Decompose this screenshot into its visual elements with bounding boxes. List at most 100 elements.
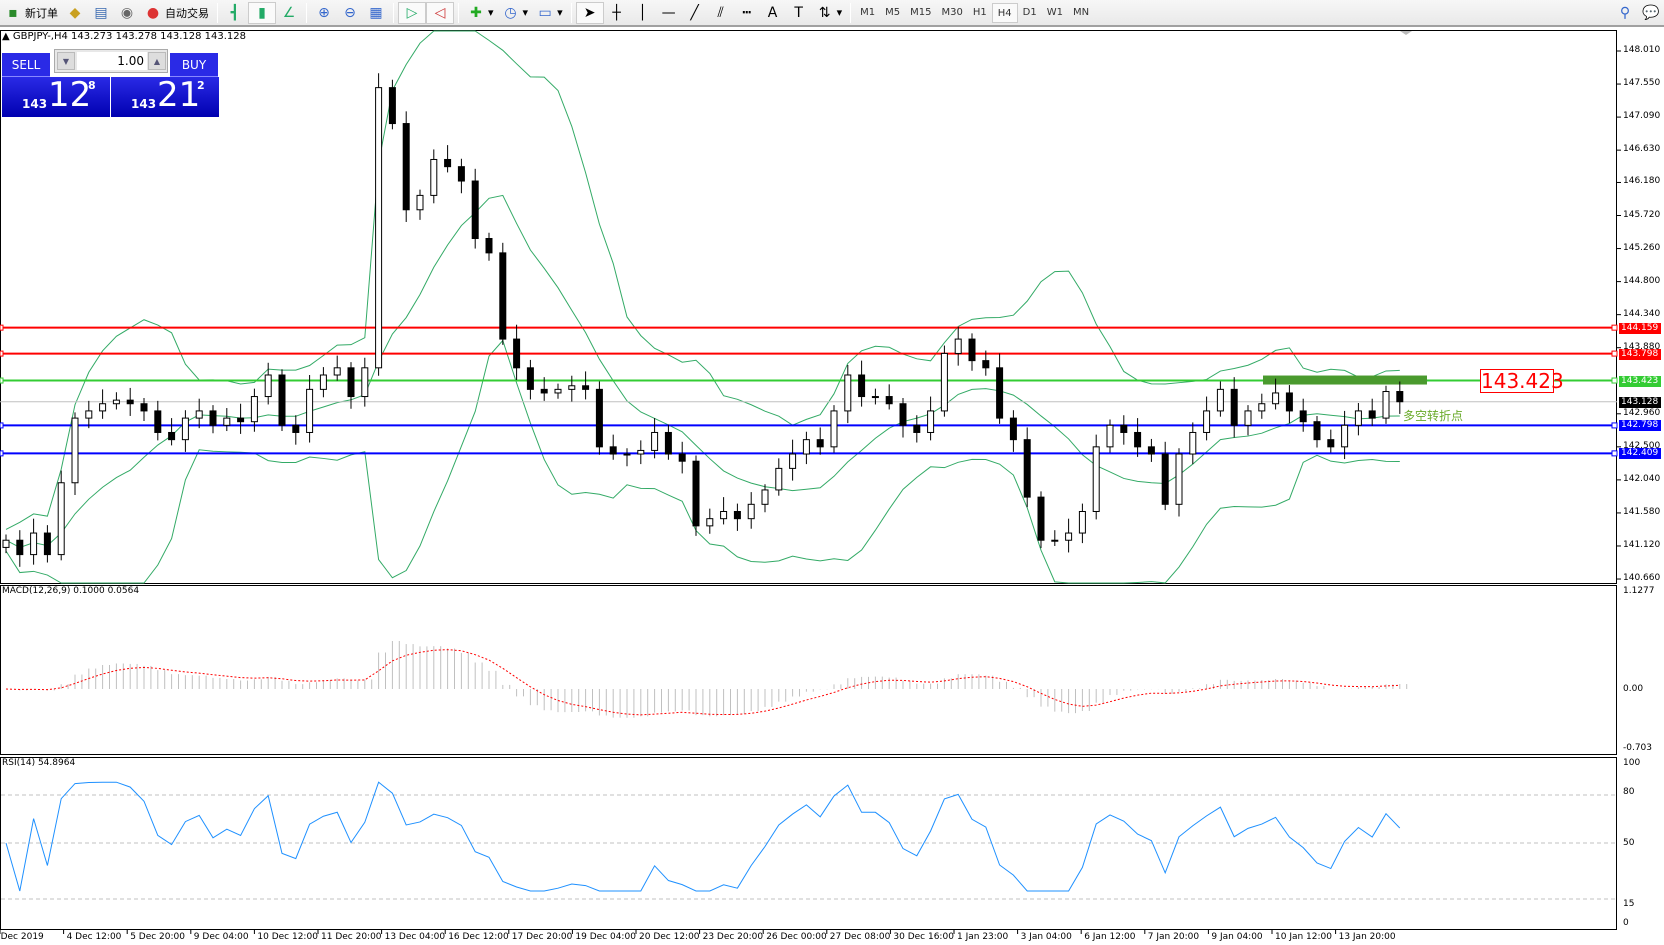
timeframe-mn[interactable]: MN (1072, 6, 1090, 18)
level-price-tag[interactable]: 142.798 (1619, 420, 1661, 432)
bull-candle (747, 503, 755, 520)
bull-candle (954, 338, 962, 354)
bull-candle (568, 385, 576, 390)
channel-button[interactable]: ⫽ (708, 2, 734, 24)
level-price-tag[interactable]: 144.159 (1619, 322, 1661, 334)
trendline-button[interactable]: ╱ (682, 2, 708, 24)
chart-area[interactable] (0, 29, 1664, 945)
timeframe-w1[interactable]: W1 (1046, 6, 1063, 18)
time-axis-label: 26 Dec 00:00 (766, 932, 827, 942)
pivot-annotation[interactable]: 多空转折点 (1403, 409, 1464, 423)
bear-candle (1037, 496, 1045, 541)
bear-candle (209, 410, 217, 426)
lot-decrease-button[interactable]: ▼ (57, 52, 75, 70)
lot-input[interactable]: 1.00 (77, 52, 147, 70)
time-axis-label: 13 Dec 04:00 (384, 932, 446, 942)
chart-shift-button[interactable]: ◁ (426, 1, 454, 24)
text-label-button[interactable]: T (786, 2, 812, 24)
auto-trading-button[interactable]: ● 自动交易 (140, 2, 213, 24)
bear-candle (347, 367, 355, 398)
text-button[interactable]: A (760, 2, 786, 24)
buy-price[interactable]: 143 21 2 (111, 75, 219, 117)
price-axis-label: 141.580 (1623, 506, 1661, 517)
rsi-axis-label: 15 (1623, 899, 1635, 909)
bear-candle (595, 388, 603, 448)
bear-candle (513, 338, 521, 369)
sell-price[interactable]: 143 12 8 (2, 75, 110, 117)
zoom-in-button[interactable]: ⊕ (311, 2, 337, 24)
toolbar-separator (458, 2, 459, 23)
level-handle (0, 377, 4, 384)
search-icon: ⚲ (1619, 4, 1631, 21)
timeframe-m30[interactable]: M30 (941, 6, 963, 18)
level-handle (1611, 350, 1618, 357)
search-button[interactable]: ⚲ (1612, 2, 1638, 24)
macd-axis-label: -0.703 (1623, 743, 1653, 753)
rsi-axis-label: 100 (1623, 758, 1641, 768)
bear-candle (678, 453, 686, 462)
time-axis-label: 27 Dec 08:00 (829, 932, 891, 942)
bull-candle (416, 194, 424, 211)
bull-candle (1051, 539, 1059, 542)
add-indicator-icon: ✚ (470, 4, 482, 21)
time-axis-label: 16 Dec 12:00 (448, 932, 509, 942)
bear-candle (692, 460, 700, 527)
terminal-button[interactable]: ▤ (88, 2, 114, 24)
bull-candle (30, 532, 38, 556)
bull-candle (2, 539, 10, 548)
bear-candle (982, 360, 990, 369)
autoscroll-button[interactable]: ▷ (398, 1, 426, 24)
navigator-button[interactable]: ◆ (62, 2, 88, 24)
bear-candle (1368, 410, 1376, 419)
bear-candle (237, 417, 245, 423)
cursor-button[interactable]: ➤ (575, 1, 604, 24)
price-axis-label: 146.180 (1623, 176, 1661, 187)
sell-button[interactable]: SELL (2, 53, 50, 77)
symbol-info-text: GBPJPY-,H4 143.273 143.278 143.128 143.1… (12, 31, 246, 42)
time-axis-label: 3 Jan 04:00 (1020, 932, 1072, 942)
lot-increase-button[interactable]: ▲ (148, 52, 166, 70)
candlestick-button[interactable]: ▮ (248, 1, 276, 24)
chat-icon: 💬 (1642, 4, 1660, 21)
lot-stepper[interactable]: ▼ 1.00 ▲ (54, 49, 168, 73)
chat-button[interactable]: 💬 (1638, 2, 1664, 24)
bear-candle (1327, 439, 1335, 448)
level-price-tag[interactable]: 143.798 (1619, 348, 1661, 360)
templates-button[interactable]: ▭ ▾ (532, 2, 567, 24)
bull-candle (361, 367, 369, 398)
signals-button[interactable]: ◉ (114, 2, 140, 24)
indicators-button[interactable]: ✚ ▾ (463, 2, 498, 24)
bull-candle (99, 403, 107, 412)
timeframe-m1[interactable]: M1 (860, 6, 876, 18)
fibonacci-button[interactable]: ┅ (734, 2, 760, 24)
new-order-icon: ▪ (8, 4, 18, 21)
line-chart-button[interactable]: ∠ (276, 2, 302, 24)
text-label-icon: T (794, 4, 803, 21)
timeframe-m15[interactable]: M15 (910, 6, 932, 18)
timeframe-m5[interactable]: M5 (885, 6, 901, 18)
timeframe-h4[interactable]: H4 (991, 2, 1018, 23)
crosshair-button[interactable]: ┼ (604, 2, 630, 24)
zoom-out-button[interactable]: ⊖ (337, 2, 363, 24)
timeframe-d1[interactable]: D1 (1022, 6, 1037, 18)
buy-button[interactable]: BUY (170, 53, 218, 77)
tile-windows-icon: ▦ (369, 4, 383, 21)
bull-candle (940, 352, 948, 412)
macd-axis-label: 0.00 (1623, 684, 1644, 694)
time-axis-label: 7 Jan 20:00 (1147, 932, 1200, 942)
bull-candle (1244, 410, 1252, 426)
bull-candle (181, 417, 189, 441)
level-price-tag[interactable]: 143.423 (1619, 375, 1661, 387)
bar-chart-button[interactable]: ┫ (222, 2, 248, 24)
bull-candle (319, 374, 327, 390)
level-price-tag[interactable]: 142.409 (1619, 448, 1661, 460)
bear-candle (733, 510, 741, 520)
zone-price-label[interactable]: 143.423 (1480, 369, 1564, 393)
timeframe-h1[interactable]: H1 (972, 6, 987, 18)
horizontal-line-button[interactable]: — (656, 2, 682, 24)
new-order-button[interactable]: ▪ 新订单 (0, 2, 62, 24)
tile-windows-button[interactable]: ▦ (363, 2, 389, 24)
arrows-button[interactable]: ⇅ ▾ (812, 2, 847, 24)
periods-button[interactable]: ◷ ▾ (498, 2, 533, 24)
vertical-line-button[interactable]: │ (630, 2, 656, 24)
